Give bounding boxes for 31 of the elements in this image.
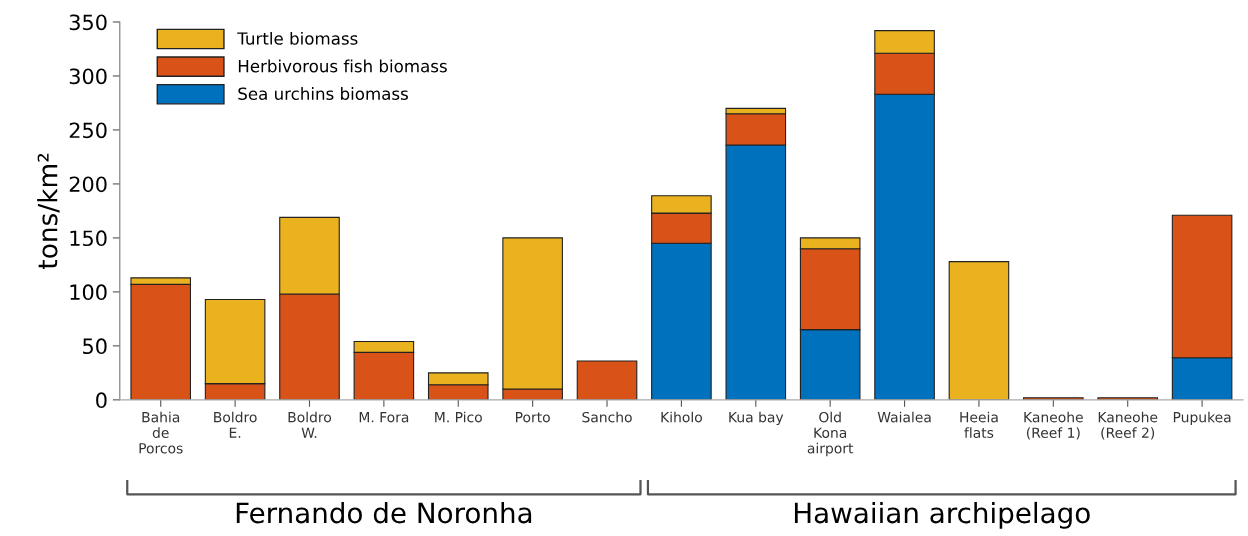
bar bbox=[576, 360, 638, 400]
text: Hawaiian archipelago bbox=[794, 501, 1090, 529]
bar bbox=[948, 261, 1010, 400]
y-tick-label: 250 bbox=[69, 122, 107, 139]
x-tick-label: Sancho bbox=[582, 411, 632, 423]
x-tick-label: Kiholo bbox=[661, 411, 702, 423]
y-tick-label: 200 bbox=[69, 176, 107, 193]
x-tick-label: M. Pico bbox=[435, 411, 482, 423]
x-tick-label: Kaneohe (Reef 1) bbox=[1024, 411, 1083, 440]
x-tick-label: Kaneohe (Reef 2) bbox=[1098, 411, 1158, 440]
y-tick-label: 100 bbox=[70, 284, 107, 301]
x-tick-label: Heeia flats bbox=[960, 411, 998, 438]
x-tick-label: Old Kona airport bbox=[807, 411, 854, 457]
legend-label: Sea urchins biomass bbox=[238, 87, 408, 100]
x-tick-label: Bahia de Porcos bbox=[139, 411, 183, 454]
x-tick-label: Porto bbox=[515, 412, 550, 423]
y-tick-label: 0 bbox=[96, 392, 107, 409]
x-tick-label: Boldro W. bbox=[288, 411, 332, 438]
y-axis-title: tons/km² bbox=[37, 153, 60, 269]
text: Fernando de Noronha bbox=[236, 501, 532, 524]
x-tick-label: Kua bay bbox=[729, 411, 784, 426]
x-tick-label: M. Fora bbox=[359, 412, 409, 423]
x-tick-label: Waialea bbox=[877, 411, 931, 423]
y-tick-label: 150 bbox=[70, 230, 107, 247]
legend-label: Herbivorous fish biomass bbox=[238, 59, 447, 73]
x-tick-label: Boldro E. bbox=[214, 411, 257, 438]
y-tick-label: 350 bbox=[69, 14, 107, 31]
x-tick-label: Pupukea bbox=[1173, 411, 1231, 426]
y-tick-label: 50 bbox=[83, 338, 107, 355]
legend-label: Turtle biomass bbox=[237, 31, 358, 45]
y-tick-label: 300 bbox=[69, 68, 107, 85]
